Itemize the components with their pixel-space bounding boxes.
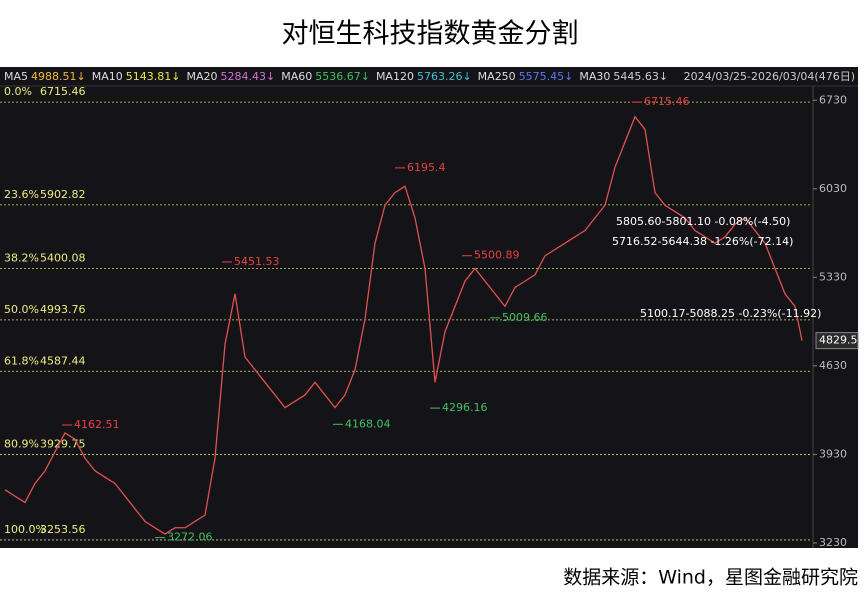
legend-value: 5143.81↓ [126,70,181,83]
fib-ratio: 50.0% [4,303,39,316]
y-tick-label: 3930 [819,447,847,460]
measure-note: 5805.60-5801.10 -0.08%(-4.50) [616,215,790,228]
fib-ratio: 0.0% [4,85,32,98]
legend-value: 5763.26↓ [417,70,472,83]
y-tick-label: 5330 [819,270,847,283]
legend-name: MA20 [186,70,217,83]
last-price: 4829.5 [819,334,858,347]
y-tick-label: 3230 [819,536,847,549]
fib-ratio: 100.0% [4,523,46,536]
legend-value: 5284.43↓ [220,70,275,83]
source: 数据来源：Wind，星图金融研究院 [563,567,858,589]
fib-ratio: 23.6% [4,188,39,201]
fib-value: 4993.76 [40,303,86,316]
legend-name: MA30 [579,70,610,83]
price-line [4,115,796,535]
legend-value: 4988.51↓ [31,70,86,83]
fib-ratio: 61.8% [4,354,39,367]
legend-name: MA60 [281,70,312,83]
fib-value: 4587.44 [40,354,86,367]
annot-value: 4296.16 [442,401,488,414]
legend-name: MA120 [376,70,414,83]
legend-value: 5536.67↓ [315,70,370,83]
y-tick-label: 6730 [819,93,847,106]
fib-value: 6715.46 [40,85,86,98]
fib-value: 5902.82 [40,188,86,201]
annot-value: 5500.89 [474,249,520,262]
annot-value: 6715.46 [644,95,690,108]
annot-value: 4162.51 [74,418,120,431]
legend-name: MA5 [4,70,28,83]
y-tick-label: 6030 [819,182,847,195]
legend-name: MA250 [478,70,516,83]
chart-title: 对恒生科技指数黄金分割 [282,19,579,50]
annot-value: 3272.06 [167,531,213,544]
last-price-line [794,306,803,341]
fib-value: 3929.75 [40,437,86,450]
annot-value: 5451.53 [234,255,280,268]
annot-value: 4168.04 [345,417,391,430]
legend-name: MA10 [92,70,123,83]
fib-ratio: 80.9% [4,437,39,450]
fib-value: 3253.56 [40,523,86,536]
y-tick-label: 4630 [819,359,847,372]
annot-value: 6195.4 [407,161,446,174]
date-range: 2024/03/25-2026/03/04(476日) [684,70,855,83]
last-price-box [815,332,859,350]
measure-note: 5100.17-5088.25 -0.23%(-11.92) [640,307,821,320]
fib-value: 5400.08 [40,251,86,264]
legend-value: 5445.63↓ [613,70,668,83]
fib-ratio: 38.2% [4,251,39,264]
annot-value: 5009.66 [502,311,548,324]
legend-value: 5575.45↓ [519,70,574,83]
measure-note: 5716.52-5644.38 -1.26%(-72.14) [612,235,793,248]
